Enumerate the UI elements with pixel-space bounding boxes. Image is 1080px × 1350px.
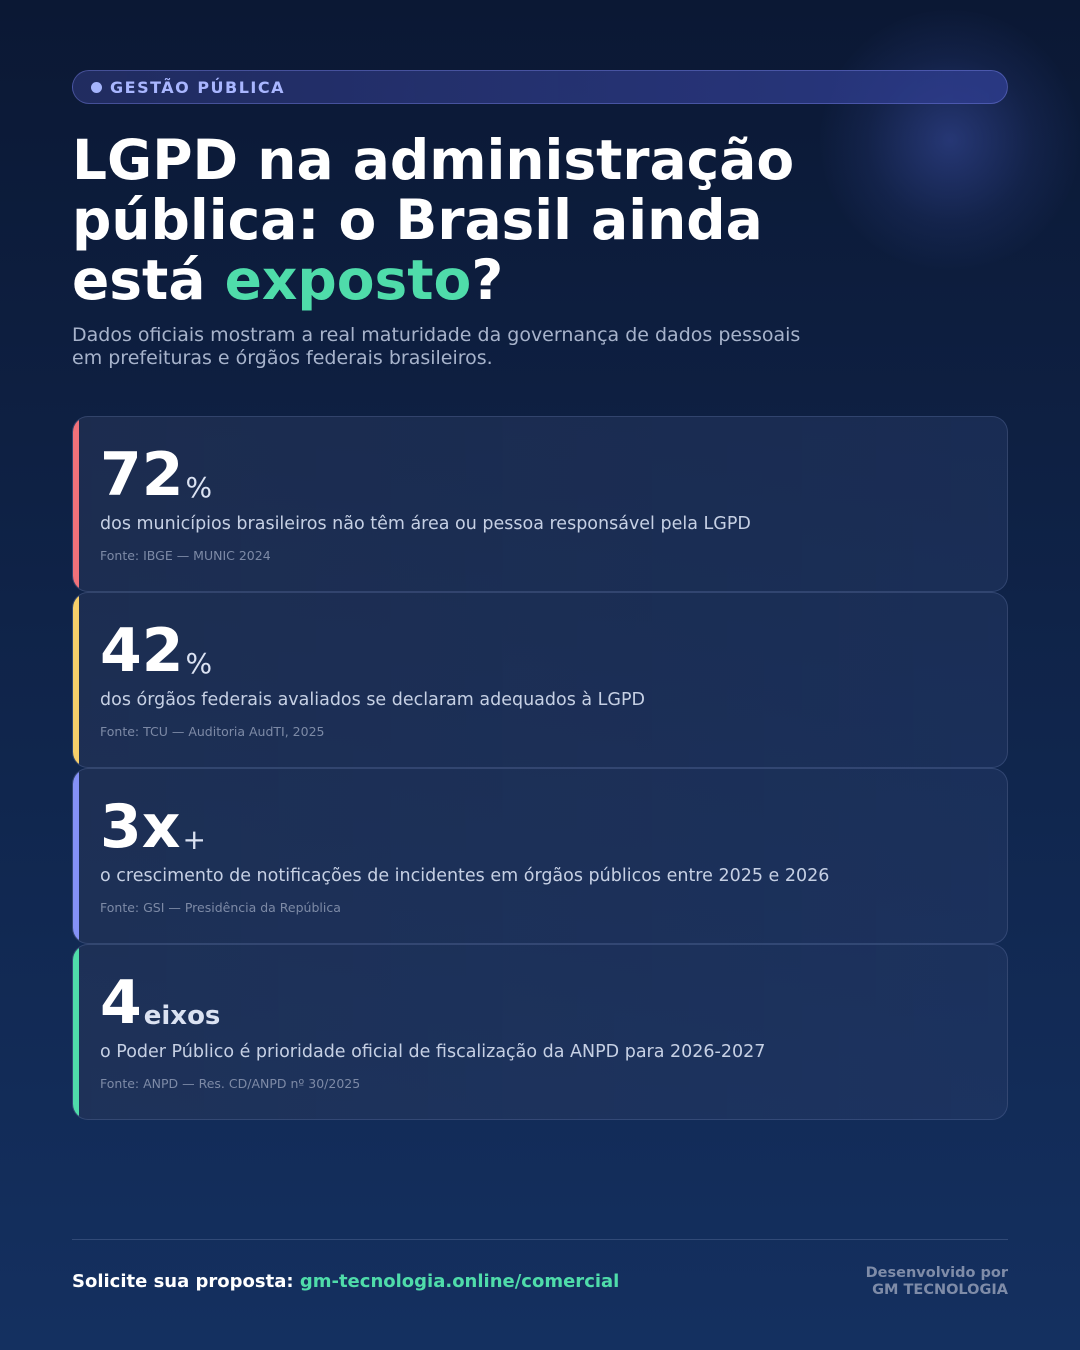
- stat-figure: 3x +: [100, 792, 206, 862]
- background-glow: [820, 10, 1080, 270]
- credit-line-2: GM TECNOLOGIA: [872, 1282, 1008, 1298]
- stat-card: 3x + o crescimento de notificações de inc…: [72, 768, 1008, 944]
- category-tag: GESTÃO PÚBLICA: [72, 70, 1008, 104]
- stat-source: Fonte: ANPD — Res. CD/ANPD nº 30/2025: [100, 1076, 361, 1091]
- title-line-1: LGPD na administração: [72, 128, 795, 192]
- credit-line-1: Desenvolvido por: [865, 1265, 1008, 1281]
- footer-divider: [72, 1239, 1008, 1240]
- stat-source: Fonte: TCU — Auditoria AudTI, 2025: [100, 724, 325, 739]
- title-highlight: exposto: [224, 248, 472, 312]
- developer-credit: Desenvolvido por GM TECNOLOGIA: [866, 1265, 1008, 1299]
- stat-unit: eixos: [143, 1001, 221, 1031]
- stat-description: dos municípios brasileiros não têm área …: [100, 514, 751, 534]
- stat-card: 72% dos municípios brasileiros não têm á…: [72, 416, 1008, 592]
- card-accent-bar: [73, 945, 79, 1119]
- stat-card: 4 eixos o Poder Público é prioridade ofic…: [72, 944, 1008, 1120]
- page-subtitle: Dados oficiais mostram a real maturidade…: [72, 324, 801, 369]
- stat-value: 72: [100, 440, 184, 510]
- cta-label: Solicite sua proposta:: [72, 1271, 300, 1292]
- cta-link[interactable]: gm-tecnologia.online/comercial: [299, 1271, 620, 1292]
- stat-unit: %: [185, 471, 213, 504]
- title-line-3-end: ?: [471, 248, 504, 312]
- title-line-3-start: está: [72, 248, 225, 312]
- stat-value: 4: [100, 968, 142, 1038]
- stat-card: 42% dos órgãos federais avaliados se dec…: [72, 592, 1008, 768]
- stat-figure: 42%: [100, 616, 213, 686]
- page-title: LGPD na administração pública: o Brasil …: [72, 130, 872, 310]
- footer-cta: Solicite sua proposta: gm-tecnologia.onl…: [72, 1271, 619, 1293]
- stat-value: 3x: [100, 792, 181, 862]
- stat-unit: +: [182, 823, 206, 856]
- stat-description: dos órgãos federais avaliados se declara…: [100, 690, 646, 710]
- stat-description: o Poder Público é prioridade oficial de …: [100, 1042, 766, 1062]
- stat-unit: %: [185, 647, 213, 680]
- card-accent-bar: [73, 593, 79, 767]
- card-accent-bar: [73, 417, 79, 591]
- stat-description: o crescimento de notificações de inciden…: [100, 866, 830, 886]
- stat-figure: 72%: [100, 440, 213, 510]
- stat-figure: 4 eixos: [100, 968, 221, 1038]
- dot-icon: [91, 81, 102, 93]
- card-accent-bar: [73, 769, 79, 943]
- category-label: GESTÃO PÚBLICA: [110, 77, 285, 97]
- stat-source: Fonte: GSI — Presidência da República: [100, 900, 341, 915]
- stat-value: 42: [100, 616, 184, 686]
- title-line-2: pública: o Brasil ainda: [72, 188, 763, 252]
- stat-source: Fonte: IBGE — MUNIC 2024: [100, 548, 271, 563]
